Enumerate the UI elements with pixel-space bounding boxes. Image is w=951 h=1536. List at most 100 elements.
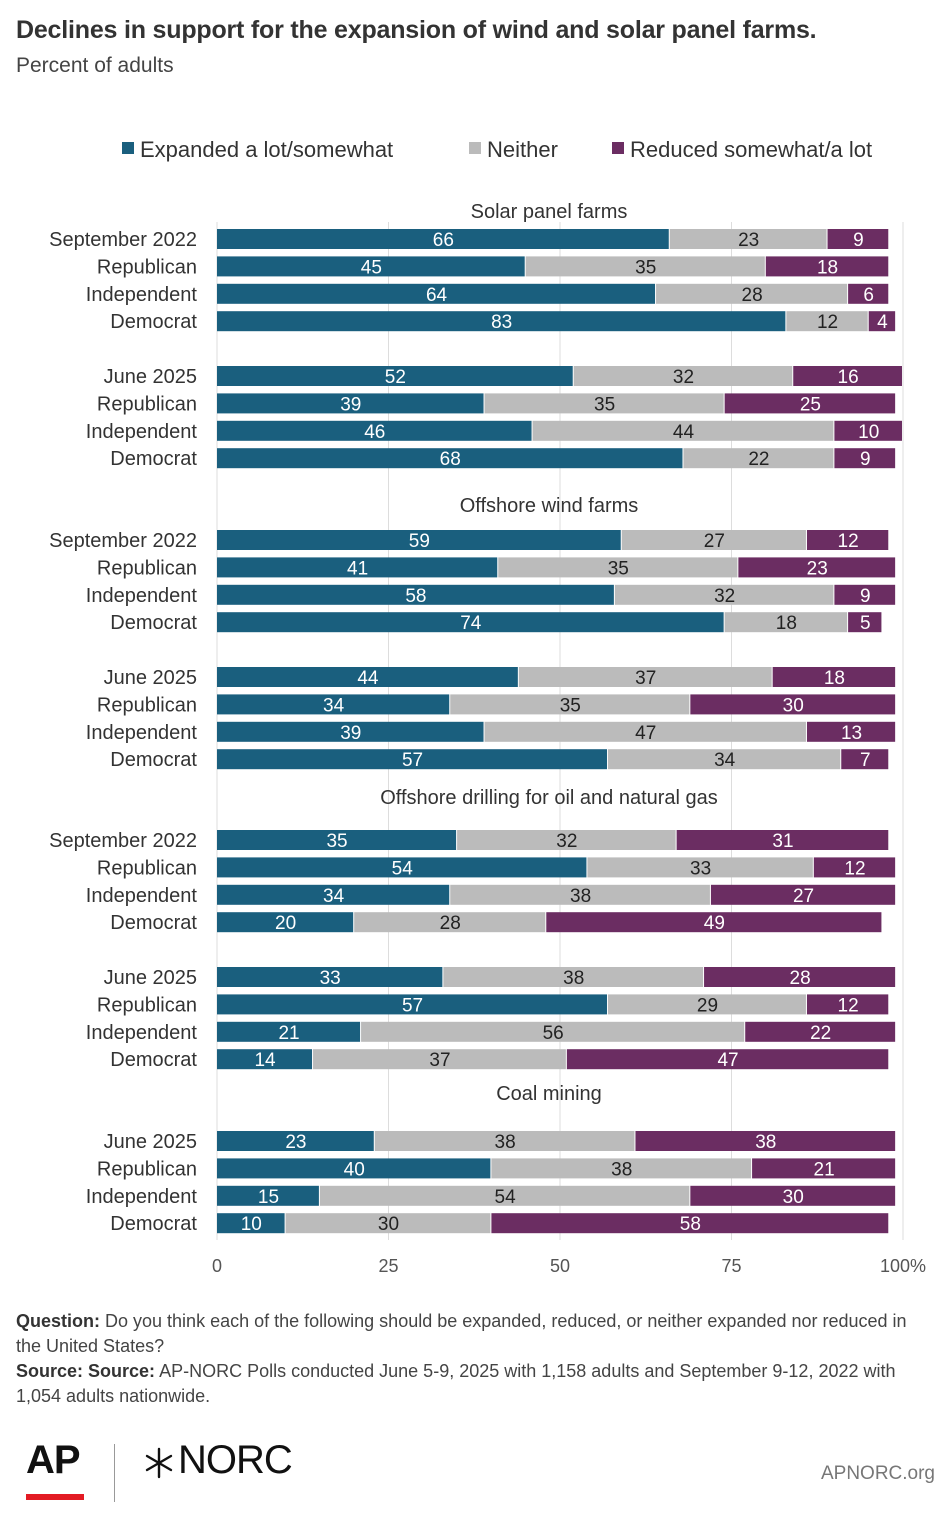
bar-value-label: 54 — [495, 1187, 517, 1208]
bar-value-label: 47 — [635, 723, 656, 744]
bar-reduced — [690, 1185, 896, 1206]
panel-title: Solar panel farms — [471, 201, 628, 223]
bar-reduced — [868, 311, 896, 332]
bar-value-label: 31 — [772, 831, 793, 852]
bar-value-label: 33 — [690, 858, 711, 879]
bar-value-label: 38 — [570, 886, 591, 907]
bar-value-label: 20 — [275, 913, 296, 934]
bar-value-label: 57 — [402, 995, 423, 1016]
chart-notes: Question: Do you think each of the follo… — [16, 1309, 936, 1409]
bar-reduced — [710, 884, 896, 905]
row-label: Democrat — [110, 311, 197, 333]
row-label: Independent — [86, 1022, 198, 1044]
bar-reduced — [848, 612, 882, 633]
x-tick-label: 50 — [550, 1256, 570, 1276]
bar-expanded — [217, 311, 786, 332]
bar-neither — [457, 830, 676, 850]
bar-value-label: 56 — [543, 1023, 564, 1044]
bar-reduced — [834, 448, 896, 469]
site-link[interactable]: APNORC.org — [820, 1463, 935, 1484]
chart-subtitle: Percent of adults — [16, 54, 174, 77]
bar-neither — [621, 530, 806, 550]
bar-reduced — [738, 557, 896, 578]
bar-value-label: 44 — [357, 668, 379, 689]
bar-value-label: 30 — [378, 1214, 399, 1235]
row-label: Republican — [97, 393, 197, 415]
bar-value-label: 35 — [560, 695, 581, 716]
norc-logo: NORC — [178, 1438, 293, 1482]
bar-expanded — [217, 1158, 491, 1179]
row-label: Republican — [97, 994, 197, 1016]
bar-reduced — [834, 420, 902, 441]
panel-title: Coal mining — [496, 1083, 602, 1105]
bar-value-label: 30 — [783, 1187, 804, 1208]
bar-value-label: 29 — [697, 995, 718, 1016]
bar-neither — [313, 1049, 566, 1070]
row-label: September 2022 — [49, 830, 197, 852]
x-tick-label: 25 — [378, 1256, 398, 1276]
bar-value-label: 59 — [409, 531, 430, 552]
bar-value-label: 28 — [790, 968, 811, 989]
bar-neither — [354, 912, 546, 933]
question-text: Do you think each of the following shoul… — [16, 1311, 907, 1356]
bar-expanded — [217, 884, 450, 905]
bar-value-label: 25 — [800, 394, 821, 415]
row-label: Independent — [86, 722, 198, 744]
bar-value-label: 83 — [491, 312, 512, 333]
bar-value-label: 38 — [563, 968, 584, 989]
bar-value-label: 39 — [340, 394, 361, 415]
bar-value-label: 6 — [863, 285, 874, 306]
bar-reduced — [724, 393, 896, 414]
bar-expanded — [217, 857, 587, 878]
bar-value-label: 12 — [817, 312, 838, 333]
bar-value-label: 12 — [838, 531, 859, 552]
bar-neither — [587, 857, 813, 878]
bar-neither — [518, 667, 772, 687]
bar-neither — [614, 584, 834, 605]
bar-neither — [608, 749, 841, 770]
bar-reduced — [566, 1049, 889, 1070]
bar-expanded — [217, 420, 532, 441]
bar-value-label: 7 — [860, 750, 871, 771]
row-label: Democrat — [110, 912, 197, 934]
legend-label-neither: Neither — [487, 137, 558, 162]
panel-title: Offshore wind farms — [460, 495, 639, 517]
bar-expanded — [217, 830, 457, 850]
bar-neither — [573, 366, 793, 386]
bar-value-label: 14 — [254, 1050, 276, 1071]
bar-reduced — [813, 857, 896, 878]
row-label: Democrat — [110, 749, 197, 771]
bar-value-label: 22 — [810, 1023, 831, 1044]
bar-neither — [484, 393, 724, 414]
bar-value-label: 18 — [817, 257, 838, 278]
bar-value-label: 10 — [241, 1214, 262, 1235]
bar-value-label: 35 — [594, 394, 615, 415]
row-label: Republican — [97, 1158, 197, 1180]
row-label: Republican — [97, 256, 197, 278]
bar-expanded — [217, 749, 608, 770]
bar-neither — [443, 967, 704, 987]
bar-expanded — [217, 667, 518, 687]
row-label: Independent — [86, 585, 198, 607]
bar-neither — [484, 721, 806, 742]
legend-swatch-neither — [469, 142, 481, 154]
bar-neither — [285, 1213, 491, 1234]
bar-value-label: 32 — [714, 586, 735, 607]
bar-reduced — [635, 1131, 896, 1151]
row-label: Republican — [97, 557, 197, 579]
bar-reduced — [793, 366, 902, 386]
bar-expanded — [217, 694, 450, 715]
bar-value-label: 18 — [776, 613, 797, 634]
bar-reduced — [827, 229, 889, 249]
bar-expanded — [217, 557, 498, 578]
bar-reduced — [676, 830, 889, 850]
stacked-bar-chart: Expanded a lot/somewhat Neither Reduced so… — [49, 137, 926, 1276]
bar-value-label: 18 — [824, 668, 845, 689]
row-label: Independent — [86, 1186, 198, 1208]
bar-reduced — [848, 283, 889, 304]
bar-expanded — [217, 994, 608, 1015]
bar-value-label: 10 — [858, 422, 879, 443]
bar-value-label: 22 — [748, 449, 769, 470]
bar-value-label: 4 — [877, 312, 888, 333]
panel-title: Offshore drilling for oil and natural ga… — [380, 787, 718, 809]
